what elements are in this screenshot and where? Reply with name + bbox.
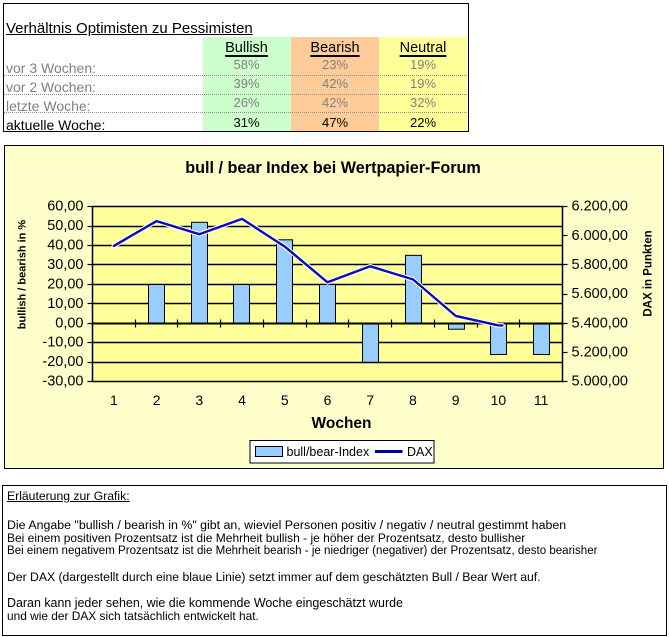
svg-text:8: 8 xyxy=(409,392,417,408)
svg-text:5.800,00: 5.800,00 xyxy=(572,257,628,273)
svg-text:7: 7 xyxy=(366,392,374,408)
svg-text:2: 2 xyxy=(153,392,161,408)
svg-text:Wochen: Wochen xyxy=(312,415,372,432)
svg-text:6.200,00: 6.200,00 xyxy=(572,199,628,215)
svg-text:0,00: 0,00 xyxy=(55,315,83,331)
svg-text:5.200,00: 5.200,00 xyxy=(572,344,628,360)
svg-text:bullish / bearish in %: bullish / bearish in % xyxy=(17,220,29,330)
svg-text:6.000,00: 6.000,00 xyxy=(572,228,628,244)
svg-text:DAX in Punkten: DAX in Punkten xyxy=(643,230,655,316)
svg-text:3: 3 xyxy=(195,392,203,408)
svg-text:-30,00: -30,00 xyxy=(42,374,83,390)
svg-text:4: 4 xyxy=(238,392,246,408)
svg-text:10: 10 xyxy=(491,392,507,408)
svg-text:11: 11 xyxy=(534,392,549,408)
svg-text:50,00: 50,00 xyxy=(47,218,83,234)
svg-text:6: 6 xyxy=(324,392,332,408)
svg-text:9: 9 xyxy=(452,392,460,408)
svg-text:5.000,00: 5.000,00 xyxy=(572,374,628,390)
svg-text:5: 5 xyxy=(281,392,289,408)
svg-text:DAX: DAX xyxy=(407,445,433,459)
svg-text:30,00: 30,00 xyxy=(47,257,83,273)
svg-text:bull / bear Index bei Wertpapi: bull / bear Index bei Wertpapier-Forum xyxy=(185,159,481,177)
svg-text:5.400,00: 5.400,00 xyxy=(572,315,628,331)
svg-text:-10,00: -10,00 xyxy=(42,335,83,351)
svg-text:-20,00: -20,00 xyxy=(42,354,83,370)
svg-text:bull/bear-Index: bull/bear-Index xyxy=(287,445,370,459)
svg-text:20,00: 20,00 xyxy=(47,276,83,292)
svg-text:40,00: 40,00 xyxy=(47,238,83,254)
svg-text:1: 1 xyxy=(110,392,118,408)
svg-text:5.600,00: 5.600,00 xyxy=(572,286,628,302)
svg-text:60,00: 60,00 xyxy=(47,199,83,215)
svg-text:10,00: 10,00 xyxy=(47,296,83,312)
